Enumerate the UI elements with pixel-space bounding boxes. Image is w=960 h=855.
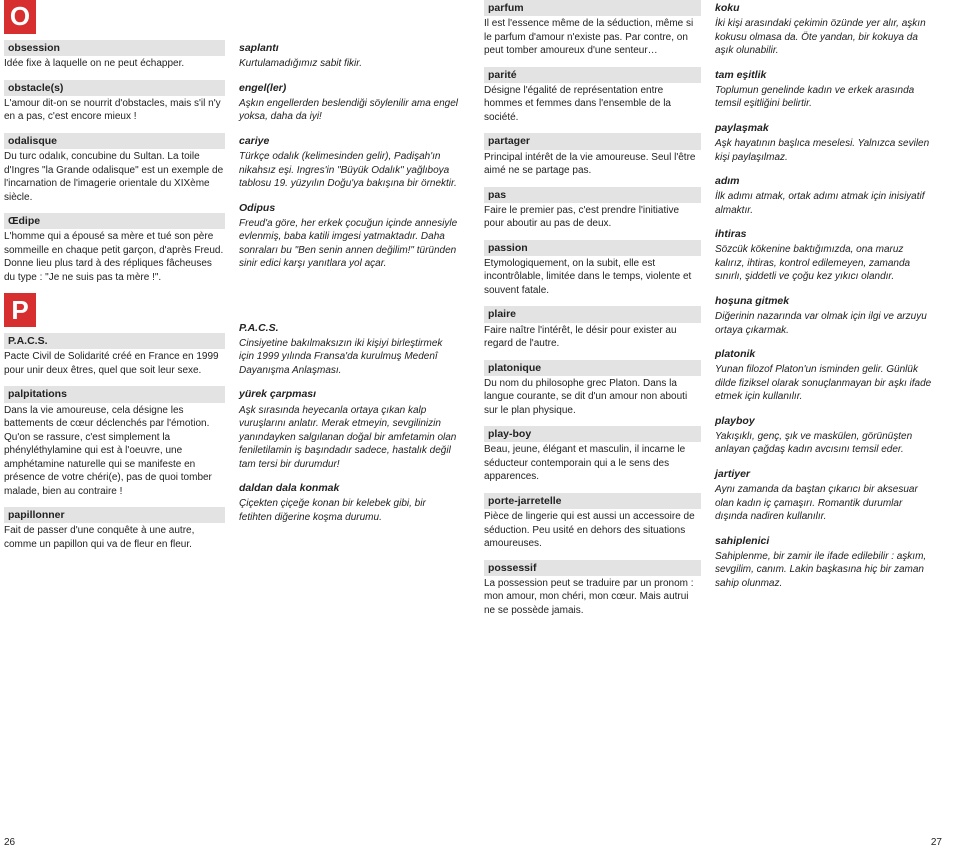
head-tr: playboy: [715, 413, 932, 429]
def-tr: Aşkın engellerden beslendiği söylenilir …: [239, 96, 460, 125]
head-fr: papillonner: [4, 507, 225, 523]
right-page: parfumIl est l'essence même de la séduct…: [484, 0, 932, 626]
def-fr: Dans la vie amoureuse, cela désigne les …: [4, 403, 225, 500]
head-fr: odalisque: [4, 133, 225, 149]
def-fr: Fait de passer d'une conquête à une autr…: [4, 523, 225, 552]
head-fr: palpitations: [4, 386, 225, 402]
col-fr-left: O obsessionIdée fixe à laquelle on ne pe…: [4, 0, 225, 626]
page-number-right: 27: [931, 836, 942, 850]
head-fr: play-boy: [484, 426, 701, 442]
def-fr: Etymologiquement, on la subit, elle est …: [484, 256, 701, 299]
head-tr: paylaşmak: [715, 120, 932, 136]
def-tr: Sözcük kökenine baktığımızda, ona maruz …: [715, 242, 932, 285]
def-tr: Yakışıklı, genç, şık ve maskülen, görünü…: [715, 429, 932, 458]
letter-box-p: P: [4, 293, 36, 327]
def-fr: Faire naître l'intérêt, le désir pour ex…: [484, 323, 701, 352]
def-fr: L'homme qui a épousé sa mère et tué son …: [4, 229, 225, 285]
def-fr: Du turc odalık, concubine du Sultan. La …: [4, 149, 225, 205]
def-fr: Pièce de lingerie qui est aussi un acces…: [484, 509, 701, 552]
def-fr: Principal intérêt de la vie amoureuse. S…: [484, 150, 701, 179]
head-tr: Odipus: [239, 200, 460, 216]
def-fr: Beau, jeune, élégant et masculin, il inc…: [484, 442, 701, 485]
def-fr: Idée fixe à laquelle on ne peut échapper…: [4, 56, 225, 72]
def-tr: Aşk hayatının başlıca meselesi. Yalnızca…: [715, 136, 932, 165]
def-tr: Çiçekten çiçeğe konan bir kelebek gibi, …: [239, 496, 460, 525]
head-fr: passion: [484, 240, 701, 256]
head-fr: P.A.C.S.: [4, 333, 225, 349]
def-tr: Kurtulamadığımız sabit fikir.: [239, 56, 460, 72]
def-tr: Aşk sırasında heyecanla ortaya çıkan kal…: [239, 403, 460, 473]
def-tr: Freud'a göre, her erkek çocuğun içinde a…: [239, 216, 460, 272]
head-tr: adım: [715, 173, 932, 189]
head-tr: cariye: [239, 133, 460, 149]
head-fr: possessif: [484, 560, 701, 576]
head-fr: obstacle(s): [4, 80, 225, 96]
col-tr-right: kokuİki kişi arasındaki çekimin özünde y…: [715, 0, 932, 626]
head-tr: ihtiras: [715, 226, 932, 242]
def-tr: Türkçe odalık (kelimesinden gelir), Padi…: [239, 149, 460, 192]
def-tr: Sahiplenme, bir zamir ile ifade edilebil…: [715, 549, 932, 592]
head-fr: parfum: [484, 0, 701, 16]
def-tr: İki kişi arasındaki çekimin özünde yer a…: [715, 16, 932, 59]
dictionary-spread: O obsessionIdée fixe à laquelle on ne pe…: [0, 0, 960, 626]
letter-box-o: O: [4, 0, 36, 34]
left-page: O obsessionIdée fixe à laquelle on ne pe…: [4, 0, 460, 626]
page-number-left: 26: [4, 836, 15, 850]
head-fr: partager: [484, 133, 701, 149]
head-tr: koku: [715, 0, 932, 16]
head-fr: platonique: [484, 360, 701, 376]
head-fr: Œdipe: [4, 213, 225, 229]
def-tr: Cinsiyetine bakılmaksızın iki kişiyi bir…: [239, 336, 460, 379]
head-tr: tam eşitlik: [715, 67, 932, 83]
head-tr: jartiyer: [715, 466, 932, 482]
def-tr: Aynı zamanda da baştan çıkarıcı bir akse…: [715, 482, 932, 525]
def-tr: Toplumun genelinde kadın ve erkek arasın…: [715, 83, 932, 112]
def-fr: La possession peut se traduire par un pr…: [484, 576, 701, 619]
head-tr: sahiplenici: [715, 533, 932, 549]
head-fr: pas: [484, 187, 701, 203]
head-tr: yürek çarpması: [239, 386, 460, 402]
head-fr: porte-jarretelle: [484, 493, 701, 509]
col-fr-right: parfumIl est l'essence même de la séduct…: [484, 0, 701, 626]
head-fr: obsession: [4, 40, 225, 56]
def-tr: Yunan filozof Platon'un isminden gelir. …: [715, 362, 932, 405]
def-fr: Il est l'essence même de la séduction, m…: [484, 16, 701, 59]
head-tr: engel(ler): [239, 80, 460, 96]
def-fr: Pacte Civil de Solidarité créé en France…: [4, 349, 225, 378]
head-tr: P.A.C.S.: [239, 320, 460, 336]
def-tr: Diğerinin nazarında var olmak için ilgi …: [715, 309, 932, 338]
head-tr: hoşuna gitmek: [715, 293, 932, 309]
def-fr: Faire le premier pas, c'est prendre l'in…: [484, 203, 701, 232]
col-tr-left: saplantıKurtulamadığımız sabit fikir. en…: [239, 0, 460, 626]
def-tr: İlk adımı atmak, ortak adımı atmak için …: [715, 189, 932, 218]
def-fr: L'amour dit-on se nourrit d'obstacles, m…: [4, 96, 225, 125]
head-tr: daldan dala konmak: [239, 480, 460, 496]
head-fr: parité: [484, 67, 701, 83]
def-fr: Désigne l'égalité de représentation entr…: [484, 83, 701, 126]
def-fr: Du nom du philosophe grec Platon. Dans l…: [484, 376, 701, 419]
head-tr: platonik: [715, 346, 932, 362]
head-tr: saplantı: [239, 40, 460, 56]
head-fr: plaire: [484, 306, 701, 322]
